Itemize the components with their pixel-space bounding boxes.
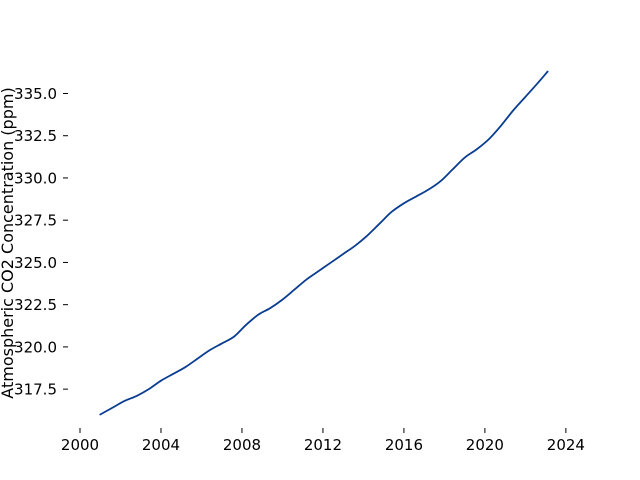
y-tick-label: 335.0: [14, 85, 57, 103]
y-tick-label: 320.0: [14, 338, 57, 356]
x-tick-label: 2016: [385, 436, 423, 454]
y-tick-label: 330.0: [14, 169, 57, 187]
co2-series-line: [99, 70, 549, 416]
y-tick-label: 332.5: [14, 127, 57, 145]
x-tick-label: 2000: [61, 436, 99, 454]
x-tick-label: 2024: [547, 436, 585, 454]
x-axis: 2000 2004 2008 2012 2016 2020 2024: [61, 428, 585, 454]
plot-area: [99, 70, 549, 416]
y-tick-label: 327.5: [14, 212, 57, 230]
y-axis-label: Atmospheric CO2 Concentration (ppm): [0, 87, 17, 398]
x-tick-label: 2004: [142, 436, 180, 454]
y-axis: 317.5 320.0 322.5 325.0 327.5 330.0 332.5 335.0: [14, 85, 68, 399]
y-tick-label: 317.5: [14, 381, 57, 399]
x-tick-label: 2020: [466, 436, 504, 454]
x-tick-label: 2012: [304, 436, 342, 454]
y-tick-label: 325.0: [14, 254, 57, 272]
y-tick-label: 322.5: [14, 296, 57, 314]
x-tick-label: 2008: [223, 436, 261, 454]
